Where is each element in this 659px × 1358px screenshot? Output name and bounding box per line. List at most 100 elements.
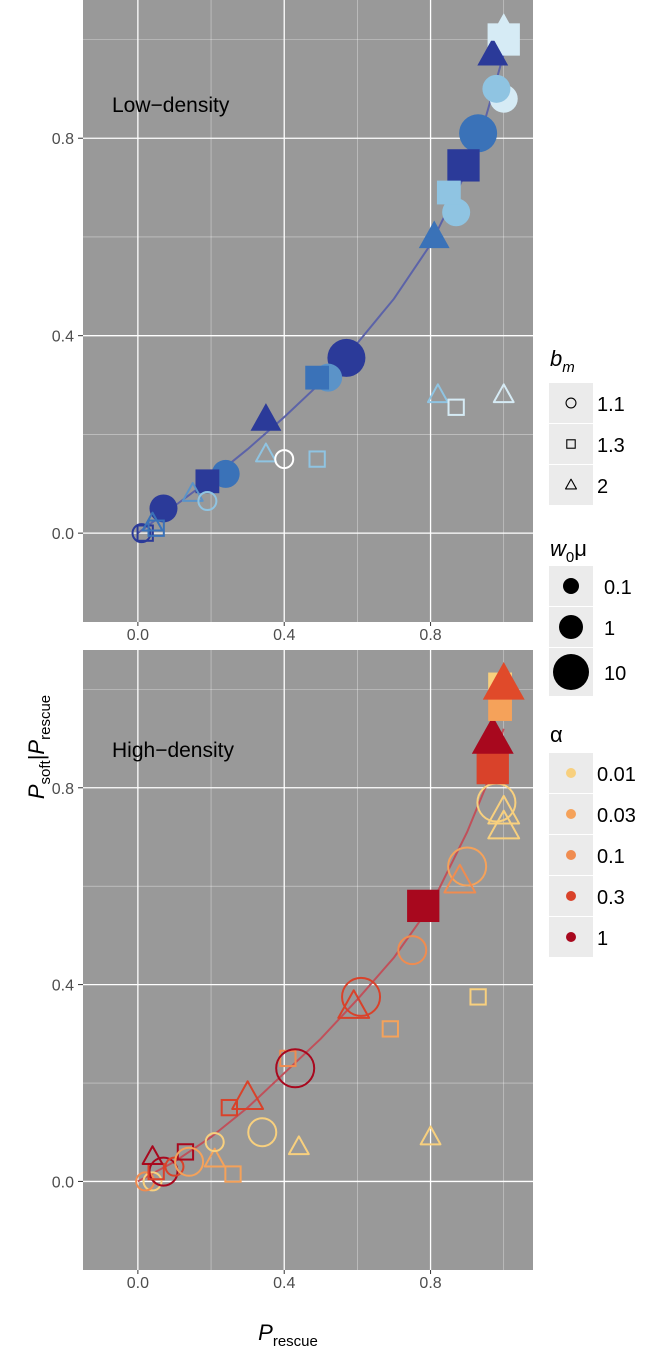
data-point-square	[220, 1098, 238, 1117]
data-point-square	[381, 1020, 399, 1038]
legend-bm: bm 1.1 1.3 2	[549, 346, 625, 505]
data-point-square	[469, 988, 487, 1006]
legend-w0mu-key	[563, 578, 579, 594]
data-point-circle	[341, 976, 382, 1017]
legend-alpha-key	[566, 809, 576, 819]
data-point-circle	[197, 491, 218, 512]
data-point-triangle	[203, 1147, 226, 1168]
x-tick-label: 0.4	[273, 627, 295, 644]
data-point-square	[407, 889, 440, 923]
legend-w0mu-label: 1	[604, 618, 615, 640]
legend-bm-key-square	[566, 439, 576, 449]
legend-w0mu-label: 0.1	[604, 577, 632, 599]
data-point-triangle	[337, 989, 371, 1019]
legend-w0mu-key	[559, 615, 583, 639]
legend-bm-key-triangle	[564, 478, 578, 490]
y-tick-label: 0.8	[52, 781, 74, 798]
data-point-triangle	[471, 716, 514, 754]
legend-alpha-key	[566, 850, 576, 860]
legend-bm-label: 1.3	[597, 435, 625, 457]
legend-alpha-label: 0.01	[597, 764, 636, 786]
data-point-triangle	[488, 13, 520, 41]
data-point-circle	[149, 494, 178, 523]
data-point-square	[195, 469, 220, 494]
data-point-triangle	[141, 1145, 164, 1166]
data-point-circle	[397, 935, 428, 966]
data-point-circle	[131, 523, 152, 544]
legend-key-bg	[549, 424, 593, 464]
data-point-triangle	[477, 37, 509, 66]
legend-key-bg	[549, 383, 593, 423]
data-point-square	[305, 365, 330, 390]
data-point-triangle	[419, 1125, 442, 1146]
data-point-square	[224, 1165, 242, 1183]
data-point-square	[488, 697, 512, 721]
data-point-triangle	[181, 482, 204, 502]
data-point-circle	[482, 74, 511, 103]
data-point-square	[447, 398, 465, 416]
legend-alpha-label: 0.3	[597, 887, 625, 909]
data-point-circle	[204, 1132, 225, 1153]
legend-bm-title: bm	[550, 346, 575, 376]
panel-high-density: 0.0 0.4 0.8 0.0 0.4 0.8 High−density	[52, 650, 533, 1292]
x-tick-label: 0.0	[127, 1275, 149, 1292]
y-tick-label: 0.4	[52, 329, 74, 346]
data-point-triangle	[443, 863, 477, 894]
data-point-circle	[459, 114, 498, 153]
data-point-triangle	[482, 662, 525, 700]
data-point-triangle	[287, 1135, 310, 1156]
data-point-circle	[142, 1171, 163, 1192]
x-tick-label: 0.8	[419, 1275, 441, 1292]
data-point-square	[436, 180, 461, 205]
data-point-square	[308, 450, 326, 468]
legend-alpha-key	[566, 891, 576, 901]
y-axis-label: Psoft|Prescue	[24, 695, 54, 799]
data-point-circle	[274, 449, 295, 470]
legend-alpha-label: 0.1	[597, 846, 625, 868]
panel-low-density: 0.0 0.4 0.8 0.0 0.4 0.8 Low−density	[52, 0, 533, 644]
data-point-circle	[164, 1156, 185, 1177]
x-axis-label: Prescue	[258, 1320, 318, 1350]
panel-title: Low−density	[112, 94, 230, 117]
legend-alpha-key	[566, 932, 576, 942]
legend-w0mu-title: w0μ	[550, 536, 587, 566]
data-point-square	[447, 149, 480, 182]
legend-w0mu-key	[553, 654, 589, 690]
y-tick-label: 0.0	[52, 1174, 74, 1191]
data-point-triangle	[418, 220, 450, 249]
legend-bm-key-circle	[565, 397, 577, 409]
data-point-triangle	[487, 809, 521, 840]
legend-w0mu-label: 10	[604, 663, 626, 685]
data-point-triangle	[487, 794, 521, 825]
legend-bm-label: 2	[597, 476, 608, 498]
y-tick-label: 0.4	[52, 978, 74, 995]
panel-title: High−density	[112, 739, 234, 762]
legend-key-bg	[549, 465, 593, 505]
legend-alpha-key	[566, 768, 576, 778]
legend-bm-label: 1.1	[597, 394, 625, 416]
x-tick-label: 0.8	[419, 627, 441, 644]
data-point-circle	[275, 1048, 316, 1089]
data-point-circle	[174, 1146, 205, 1177]
legend-alpha: α 0.01 0.03 0.1 0.3 1	[549, 722, 636, 957]
data-point-triangle	[255, 442, 277, 463]
data-point-triangle	[141, 511, 164, 532]
data-point-square	[476, 751, 509, 785]
y-tick-label: 0.8	[52, 131, 74, 148]
data-point-triangle	[426, 383, 449, 404]
data-point-circle	[447, 846, 488, 887]
x-tick-label: 0.4	[273, 1275, 295, 1292]
legend-alpha-label: 0.03	[597, 805, 636, 827]
legend-alpha-title: α	[550, 722, 563, 747]
legend-alpha-label: 1	[597, 928, 608, 950]
plot-panel	[83, 650, 533, 1270]
data-point-circle	[442, 198, 471, 227]
data-point-triangle	[250, 403, 282, 431]
data-point-triangle	[492, 383, 515, 404]
data-point-circle	[247, 1117, 278, 1148]
y-tick-label: 0.0	[52, 526, 74, 543]
data-point-triangle	[231, 1080, 265, 1110]
legend-w0mu: w0μ 0.1 1 10	[549, 536, 632, 696]
x-tick-label: 0.0	[127, 627, 149, 644]
